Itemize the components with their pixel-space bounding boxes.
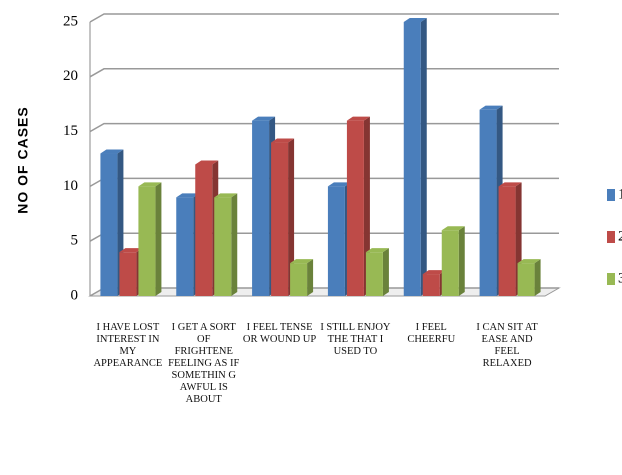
bar-top <box>176 193 200 198</box>
bar-top <box>290 259 314 264</box>
bar-top <box>498 182 522 187</box>
bar-top <box>422 270 446 275</box>
legend-label: 3 <box>618 270 622 286</box>
bar-top <box>252 116 276 121</box>
bar <box>100 153 118 296</box>
bar <box>195 164 213 296</box>
bar-top <box>138 182 162 187</box>
y-tick-label: 25 <box>63 13 78 29</box>
bar-side <box>420 18 427 296</box>
bar-top <box>403 18 427 22</box>
legend-swatch <box>607 231 615 243</box>
bar <box>176 197 194 296</box>
bar <box>252 120 270 296</box>
bar-top <box>327 182 351 187</box>
y-tick-label: 15 <box>63 123 78 139</box>
y-axis-label: NO OF CASES <box>15 106 31 213</box>
y-tick-label: 10 <box>63 178 78 194</box>
bar-side <box>458 226 465 296</box>
x-tick-label: I FEEL CHEERFU <box>407 322 456 345</box>
y-tick-label: 5 <box>71 233 79 249</box>
bar <box>498 186 516 296</box>
x-tick-label: I CAN SIT AT EASE AND FEEL RELAXED <box>476 322 538 369</box>
legend-label: 1 <box>618 186 622 202</box>
bar <box>138 186 156 296</box>
bar <box>290 263 308 296</box>
x-tick-label: I HAVE LOST INTEREST IN MY APPEARANCE <box>93 322 163 369</box>
bar-side <box>231 193 238 296</box>
bar-top <box>346 116 370 121</box>
bar <box>517 263 535 296</box>
bar-top <box>365 248 389 253</box>
bar <box>422 274 440 296</box>
bar <box>214 197 232 296</box>
bar-top <box>100 149 124 154</box>
y-tick-label: 20 <box>63 68 78 84</box>
bar-side <box>288 138 295 296</box>
bar-top <box>517 259 541 264</box>
bar-top <box>195 160 219 165</box>
x-tick-label: I FEEL TENSE OR WOUND UP <box>242 322 317 345</box>
bar-top <box>214 193 238 198</box>
bar <box>365 252 383 296</box>
bar <box>403 22 421 296</box>
y-tick-label: 0 <box>71 287 79 303</box>
grid-line <box>89 68 559 78</box>
bar-side <box>155 182 162 296</box>
bar <box>271 142 289 296</box>
bar <box>346 120 364 296</box>
bar-top <box>479 105 503 110</box>
bar-top <box>441 226 465 231</box>
bar <box>327 186 345 296</box>
bar-side <box>307 259 314 296</box>
x-tick-label: I GET A SORT OF FRIGHTENE FEELING AS IF … <box>168 322 240 405</box>
legend-label: 2 <box>618 228 622 244</box>
bar <box>441 230 459 296</box>
bar-side <box>382 248 389 296</box>
legend-swatch <box>607 189 615 201</box>
bar-side <box>534 259 541 296</box>
x-tick-label: I STILL ENJOY THE THAT I USED TO <box>320 322 391 357</box>
bar <box>479 109 497 297</box>
grid-line <box>89 13 559 23</box>
bar <box>119 252 137 296</box>
bar-top <box>119 248 143 253</box>
legend-swatch <box>607 273 615 285</box>
bar-top <box>271 138 295 143</box>
